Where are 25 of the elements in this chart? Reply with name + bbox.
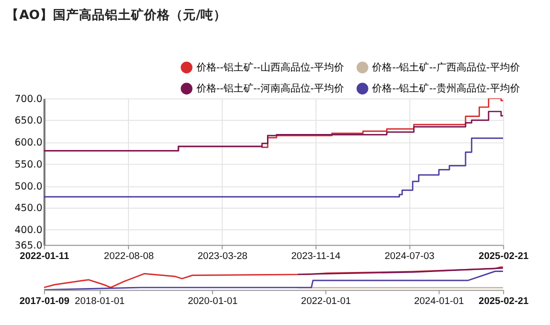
legend-label: 价格--铝土矿--河南高品位-平均价 xyxy=(195,82,344,95)
y-tick-label: 500.0 xyxy=(14,181,42,192)
y-tick-label: 650.0 xyxy=(14,116,42,127)
y-tick-label: 365.0 xyxy=(14,240,42,252)
y-tick-label: 600.0 xyxy=(14,138,42,149)
x-tick-label: 2024-07-03 xyxy=(384,251,434,262)
x-tick-label: 2025-02-21 xyxy=(478,251,530,262)
y-tick-label: 550.0 xyxy=(14,159,42,170)
legend-label: 价格--铝土矿--广西高品位-平均价 xyxy=(371,61,520,74)
x-tick-label: 2024-01-01 xyxy=(414,296,464,308)
x-tick-label: 2022-01-11 xyxy=(20,251,70,262)
y-tick-label: 400.0 xyxy=(14,225,42,236)
x-tick-label: 2022-08-08 xyxy=(104,251,154,262)
x-tick-label: 2023-11-14 xyxy=(291,251,341,262)
x-tick-label: 2023-03-28 xyxy=(198,251,248,262)
x-tick-label: 2020-01-01 xyxy=(188,296,238,308)
x-tick-label: 2018-01-01 xyxy=(74,296,125,308)
x-tick-label: 2025-02-21 xyxy=(478,296,530,308)
x-tick-label: 2022-01-01 xyxy=(301,296,351,308)
legend-label: 价格--铝土矿--山西高品位-平均价 xyxy=(195,61,344,74)
legend-label: 价格--铝土矿--贵州高品位-平均价 xyxy=(371,82,520,95)
y-tick-label: 700.0 xyxy=(14,94,42,105)
y-tick-label: 450.0 xyxy=(14,203,42,214)
x-tick-label: 2017-01-09 xyxy=(20,296,70,308)
chart-title: 【AO】国产高品铝土矿价格（元/吨） xyxy=(6,7,226,22)
